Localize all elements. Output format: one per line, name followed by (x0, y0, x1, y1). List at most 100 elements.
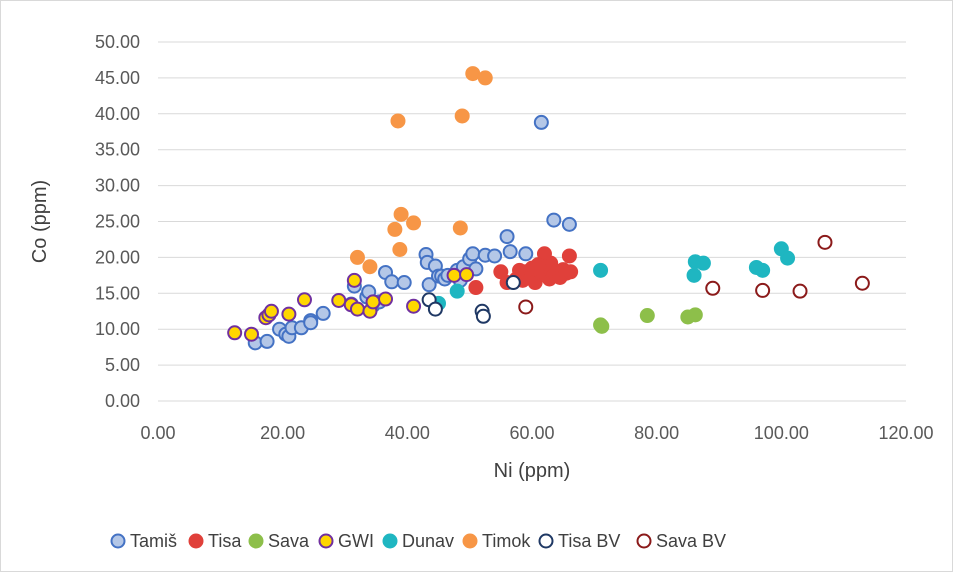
legend-label: Timok (482, 531, 531, 551)
y-tick-label: 45.00 (95, 68, 140, 88)
x-tick-label: 120.00 (878, 423, 933, 443)
data-point (563, 264, 579, 280)
legend-item: Timok (462, 531, 531, 551)
data-point (378, 291, 394, 307)
legend-item: Tisa BV (538, 531, 620, 551)
data-point (475, 308, 491, 324)
series-timok (349, 66, 493, 275)
y-tick-label: 30.00 (95, 176, 140, 196)
legend-item: Tisa (188, 531, 242, 551)
legend-marker (110, 533, 126, 549)
data-point (396, 275, 412, 291)
data-point (406, 298, 422, 314)
legend-marker (248, 533, 264, 549)
data-point (468, 280, 484, 296)
data-point (303, 315, 319, 331)
data-point (493, 264, 509, 280)
legend-item: GWI (318, 531, 374, 551)
legend-marker (538, 533, 554, 549)
data-point (755, 262, 771, 278)
legend-label: Sava (268, 531, 310, 551)
data-point (296, 292, 312, 308)
series-sava-bv (518, 234, 870, 315)
y-tick-label: 35.00 (95, 140, 140, 160)
legend-item: Dunav (382, 531, 454, 551)
x-axis-title: Ni (ppm) (494, 460, 571, 482)
x-tick-label: 100.00 (754, 423, 809, 443)
data-point (346, 272, 362, 288)
data-point (406, 215, 422, 231)
data-point (594, 318, 610, 334)
data-point (695, 255, 711, 271)
data-point (518, 299, 534, 315)
legend-marker (382, 533, 398, 549)
data-point (384, 274, 400, 290)
data-point (499, 229, 515, 245)
y-tick-label: 20.00 (95, 247, 140, 267)
legend-marker (188, 533, 204, 549)
data-point (687, 307, 703, 323)
y-tick-label: 5.00 (105, 355, 140, 375)
y-tick-label: 40.00 (95, 104, 140, 124)
x-tick-label: 60.00 (509, 423, 554, 443)
data-point (465, 66, 481, 82)
data-point (487, 248, 503, 264)
data-point (263, 303, 279, 319)
data-point (593, 262, 609, 278)
legend-label: Tisa BV (558, 531, 620, 551)
data-point (533, 114, 549, 130)
data-point (331, 292, 347, 308)
y-tick-labels: 0.00 5.00 10.00 15.00 20.00 25.00 30.00 35.00 40… (95, 32, 140, 411)
legend-label: Sava BV (656, 531, 726, 551)
x-tick-label: 0.00 (140, 423, 175, 443)
data-point (315, 305, 331, 321)
data-point (392, 242, 408, 258)
legend-label: Tisa (208, 531, 242, 551)
series-gwi (227, 267, 475, 342)
y-tick-label: 10.00 (95, 319, 140, 339)
data-point (505, 275, 521, 291)
data-point (477, 70, 493, 86)
data-point (427, 301, 443, 317)
x-tick-labels: 0.00 20.00 40.00 60.00 80.00 100.00 120.00 (140, 423, 933, 443)
data-points (227, 66, 870, 351)
x-tick-label: 80.00 (634, 423, 679, 443)
data-point (362, 259, 378, 275)
data-point (705, 280, 721, 296)
data-point (792, 283, 808, 299)
data-point (387, 221, 403, 237)
data-point (854, 275, 870, 291)
data-point (639, 308, 655, 324)
legend-item: Sava BV (636, 531, 726, 551)
y-tick-label: 50.00 (95, 32, 140, 52)
y-tick-label: 25.00 (95, 212, 140, 232)
data-point (686, 267, 702, 283)
legend-label: Dunav (402, 531, 454, 551)
legend-item: Sava (248, 531, 310, 551)
y-tick-label: 0.00 (105, 391, 140, 411)
legend-marker (636, 533, 652, 549)
data-point (502, 244, 518, 260)
series-sava (593, 307, 703, 334)
data-point (421, 277, 437, 293)
data-point (281, 306, 297, 322)
data-point (244, 326, 259, 342)
data-point (393, 206, 409, 222)
x-tick-label: 40.00 (385, 423, 430, 443)
data-point (259, 333, 275, 349)
series-tisa-bv (421, 275, 521, 324)
data-point (227, 325, 243, 341)
legend-item: Tamiš (110, 531, 177, 551)
legend-marker (462, 533, 478, 549)
data-point (780, 250, 796, 266)
data-point (390, 113, 406, 129)
data-point (518, 246, 534, 262)
data-point (561, 248, 577, 264)
data-point (817, 234, 833, 250)
legend-label: Tamiš (130, 531, 177, 551)
data-point (454, 108, 470, 124)
data-point (561, 216, 577, 232)
data-point (365, 294, 381, 310)
y-axis-title: Co (ppm) (29, 180, 51, 263)
